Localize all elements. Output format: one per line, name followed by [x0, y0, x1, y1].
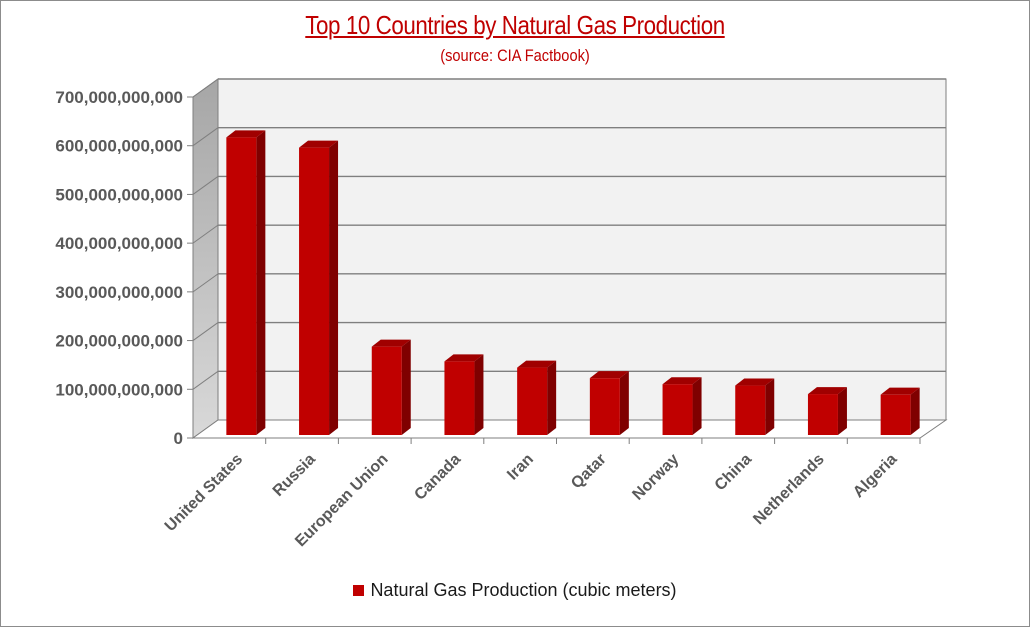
- bar: [880, 394, 911, 435]
- bar-side: [765, 378, 775, 435]
- bar-side: [837, 387, 847, 435]
- y-tick-label: 400,000,000,000: [55, 234, 183, 253]
- chart-title: Top 10 Countries by Natural Gas Producti…: [305, 10, 725, 40]
- bar-top: [299, 140, 339, 148]
- legend-label: Natural Gas Production (cubic meters): [370, 580, 677, 600]
- bar-side: [619, 371, 629, 435]
- y-tick-label: 0: [174, 429, 183, 448]
- bar-side: [474, 354, 484, 435]
- bar: [662, 384, 693, 435]
- x-tick-label: Netherlands: [750, 451, 827, 528]
- x-tick-label: Norway: [629, 451, 682, 504]
- y-tick-label: 100,000,000,000: [55, 380, 183, 399]
- legend: Natural Gas Production (cubic meters): [0, 580, 1030, 601]
- y-tick-label: 600,000,000,000: [55, 137, 183, 156]
- bar-side: [401, 339, 411, 435]
- bar-side: [547, 360, 557, 435]
- gridline-side: [192, 322, 219, 341]
- y-tick-label: 300,000,000,000: [55, 283, 183, 302]
- bar: [735, 385, 766, 435]
- gridline-side: [192, 176, 219, 195]
- x-tick-label: United States: [162, 451, 246, 535]
- side-wall: [192, 78, 219, 439]
- x-tick-label: Russia: [270, 451, 319, 500]
- x-tick-label: China: [712, 451, 756, 495]
- bar: [371, 346, 402, 435]
- bar: [444, 361, 475, 435]
- bar-side: [692, 377, 702, 435]
- bar-top: [735, 378, 775, 386]
- bar-top: [517, 360, 557, 368]
- bar-side: [910, 387, 920, 435]
- bar-top: [444, 354, 484, 362]
- bar-side: [329, 140, 339, 435]
- bar-top: [880, 387, 920, 395]
- bar-top: [589, 371, 629, 379]
- gridline-side: [192, 127, 219, 147]
- gridline-side: [192, 273, 219, 293]
- bar-side: [256, 130, 266, 435]
- bar: [226, 137, 257, 435]
- y-tick-label: 500,000,000,000: [55, 185, 183, 204]
- bar: [517, 367, 548, 435]
- gridline-side: [192, 78, 219, 98]
- x-tick-label: Canada: [411, 451, 464, 504]
- y-tick-label: 700,000,000,000: [55, 88, 183, 107]
- bar-top: [662, 377, 702, 385]
- gridline-side: [192, 224, 219, 244]
- x-tick-label: Qatar: [568, 451, 610, 493]
- chart-subtitle: (source: CIA Factbook): [440, 46, 590, 65]
- bar-top: [371, 339, 411, 347]
- x-tick-label: Iran: [504, 451, 537, 484]
- bar: [589, 378, 620, 435]
- bar: [807, 394, 838, 435]
- x-tick-label: Algeria: [850, 451, 900, 501]
- bar-top: [226, 130, 266, 138]
- gridline-side: [192, 370, 219, 390]
- bar-top: [807, 387, 847, 395]
- bar: [299, 147, 330, 435]
- legend-swatch: [353, 585, 365, 596]
- y-tick-label: 200,000,000,000: [55, 332, 183, 351]
